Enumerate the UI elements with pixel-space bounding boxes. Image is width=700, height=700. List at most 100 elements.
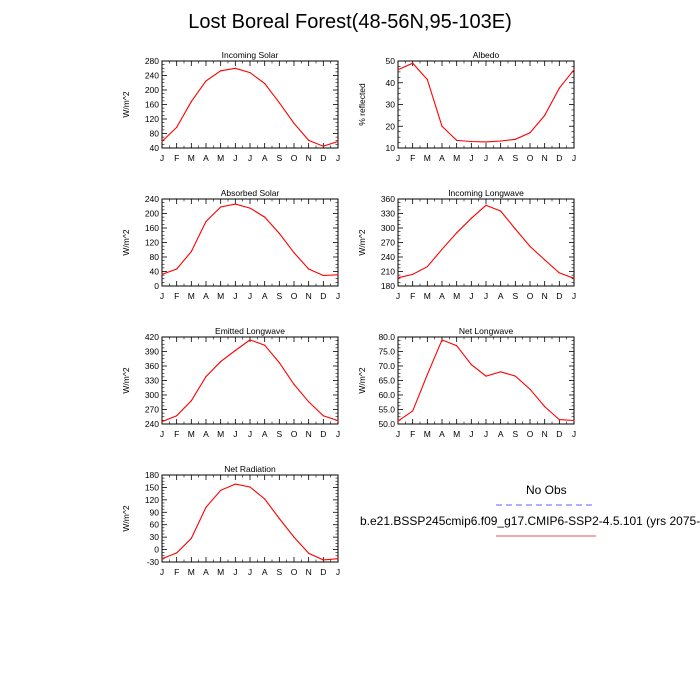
x-tick-label: F [410, 291, 415, 301]
x-tick-label: M [453, 291, 460, 301]
x-tick-label: M [424, 291, 431, 301]
x-tick-label: A [498, 429, 504, 439]
data-point [337, 274, 339, 276]
data-point [308, 401, 310, 403]
x-tick-label: J [160, 567, 164, 577]
data-point [234, 349, 236, 352]
data-point [220, 206, 222, 208]
data-point [426, 266, 428, 268]
x-tick-label: A [262, 567, 268, 577]
data-point [514, 228, 516, 230]
data-point [264, 216, 266, 218]
x-tick-label: A [439, 429, 445, 439]
x-tick-label: F [174, 153, 179, 163]
y-tick-label: 240 [145, 419, 159, 429]
data-point [397, 69, 399, 71]
data-point [161, 558, 163, 560]
x-tick-label: M [453, 153, 460, 163]
x-tick-label: J [336, 291, 340, 301]
legend-obs-label: No Obs [526, 483, 567, 497]
y-tick-label: 240 [145, 194, 159, 204]
y-tick-label: 30 [150, 532, 160, 542]
data-point [161, 140, 163, 143]
x-tick-label: M [217, 153, 224, 163]
data-point [249, 72, 251, 74]
panel-title: Net Longwave [459, 326, 514, 336]
data-point [500, 210, 502, 212]
x-tick-label: M [424, 153, 431, 163]
x-tick-label: J [572, 291, 576, 301]
data-point [441, 125, 443, 127]
x-tick-label: O [291, 567, 298, 577]
data-point [322, 559, 324, 561]
x-tick-label: J [160, 291, 164, 301]
y-tick-label: 0 [154, 545, 159, 555]
data-point [308, 268, 310, 270]
data-point [234, 67, 236, 69]
data-point [176, 268, 178, 270]
figure-title: Lost Boreal Forest(48-56N,95-103E) [188, 11, 512, 33]
data-point [470, 363, 472, 366]
x-tick-label: N [542, 153, 548, 163]
x-tick-label: S [276, 291, 282, 301]
data-point [529, 132, 531, 134]
x-tick-label: J [160, 429, 164, 439]
y-tick-label: 270 [381, 238, 395, 248]
data-point [205, 376, 207, 378]
x-tick-label: J [233, 429, 237, 439]
x-tick-label: J [336, 567, 340, 577]
y-tick-label: 300 [145, 390, 159, 400]
x-tick-label: N [306, 429, 312, 439]
data-point [176, 126, 178, 128]
y-tick-label: 180 [381, 281, 395, 291]
x-tick-label: D [320, 153, 326, 163]
data-point [337, 420, 339, 422]
data-point [176, 415, 178, 417]
y-tick-label: 420 [145, 332, 159, 342]
y-tick-label: 150 [145, 482, 159, 492]
x-tick-label: J [484, 153, 488, 163]
x-tick-label: J [572, 153, 576, 163]
panel-title: Net Radiation [224, 464, 276, 474]
data-point [161, 273, 163, 275]
data-point [278, 362, 280, 364]
data-point [264, 344, 266, 346]
y-tick-label: 360 [145, 361, 159, 371]
x-tick-label: D [320, 567, 326, 577]
y-tick-label: 60.0 [378, 390, 395, 400]
x-tick-label: F [410, 153, 415, 163]
data-point [456, 139, 458, 141]
y-tick-label: 50.0 [378, 419, 395, 429]
data-point [529, 388, 531, 390]
x-tick-label: A [262, 291, 268, 301]
x-tick-label: A [498, 291, 504, 301]
x-tick-label: F [174, 567, 179, 577]
data-point [412, 62, 414, 64]
data-point [322, 274, 324, 277]
y-tick-label: 80 [150, 129, 160, 139]
panel-title: Incoming Solar [222, 50, 279, 60]
x-tick-label: M [217, 429, 224, 439]
data-point [264, 82, 266, 85]
x-tick-label: J [484, 291, 488, 301]
x-tick-label: N [306, 153, 312, 163]
x-tick-label: A [203, 291, 209, 301]
y-tick-label: 160 [145, 100, 159, 110]
y-tick-label: 240 [145, 71, 159, 81]
data-point [500, 140, 502, 142]
x-tick-label: A [262, 153, 268, 163]
y-tick-label: 120 [145, 238, 159, 248]
x-tick-label: S [512, 429, 518, 439]
x-tick-label: J [248, 567, 252, 577]
data-point [558, 419, 560, 421]
x-tick-label: O [527, 153, 534, 163]
data-point [308, 552, 310, 554]
x-tick-label: J [469, 291, 473, 301]
data-point [190, 101, 192, 103]
panel-title: Albedo [473, 50, 500, 60]
x-tick-label: D [556, 153, 562, 163]
y-axis-label: W/m^2 [121, 505, 131, 531]
x-tick-label: S [276, 567, 282, 577]
x-tick-label: O [527, 429, 534, 439]
x-tick-label: A [203, 429, 209, 439]
